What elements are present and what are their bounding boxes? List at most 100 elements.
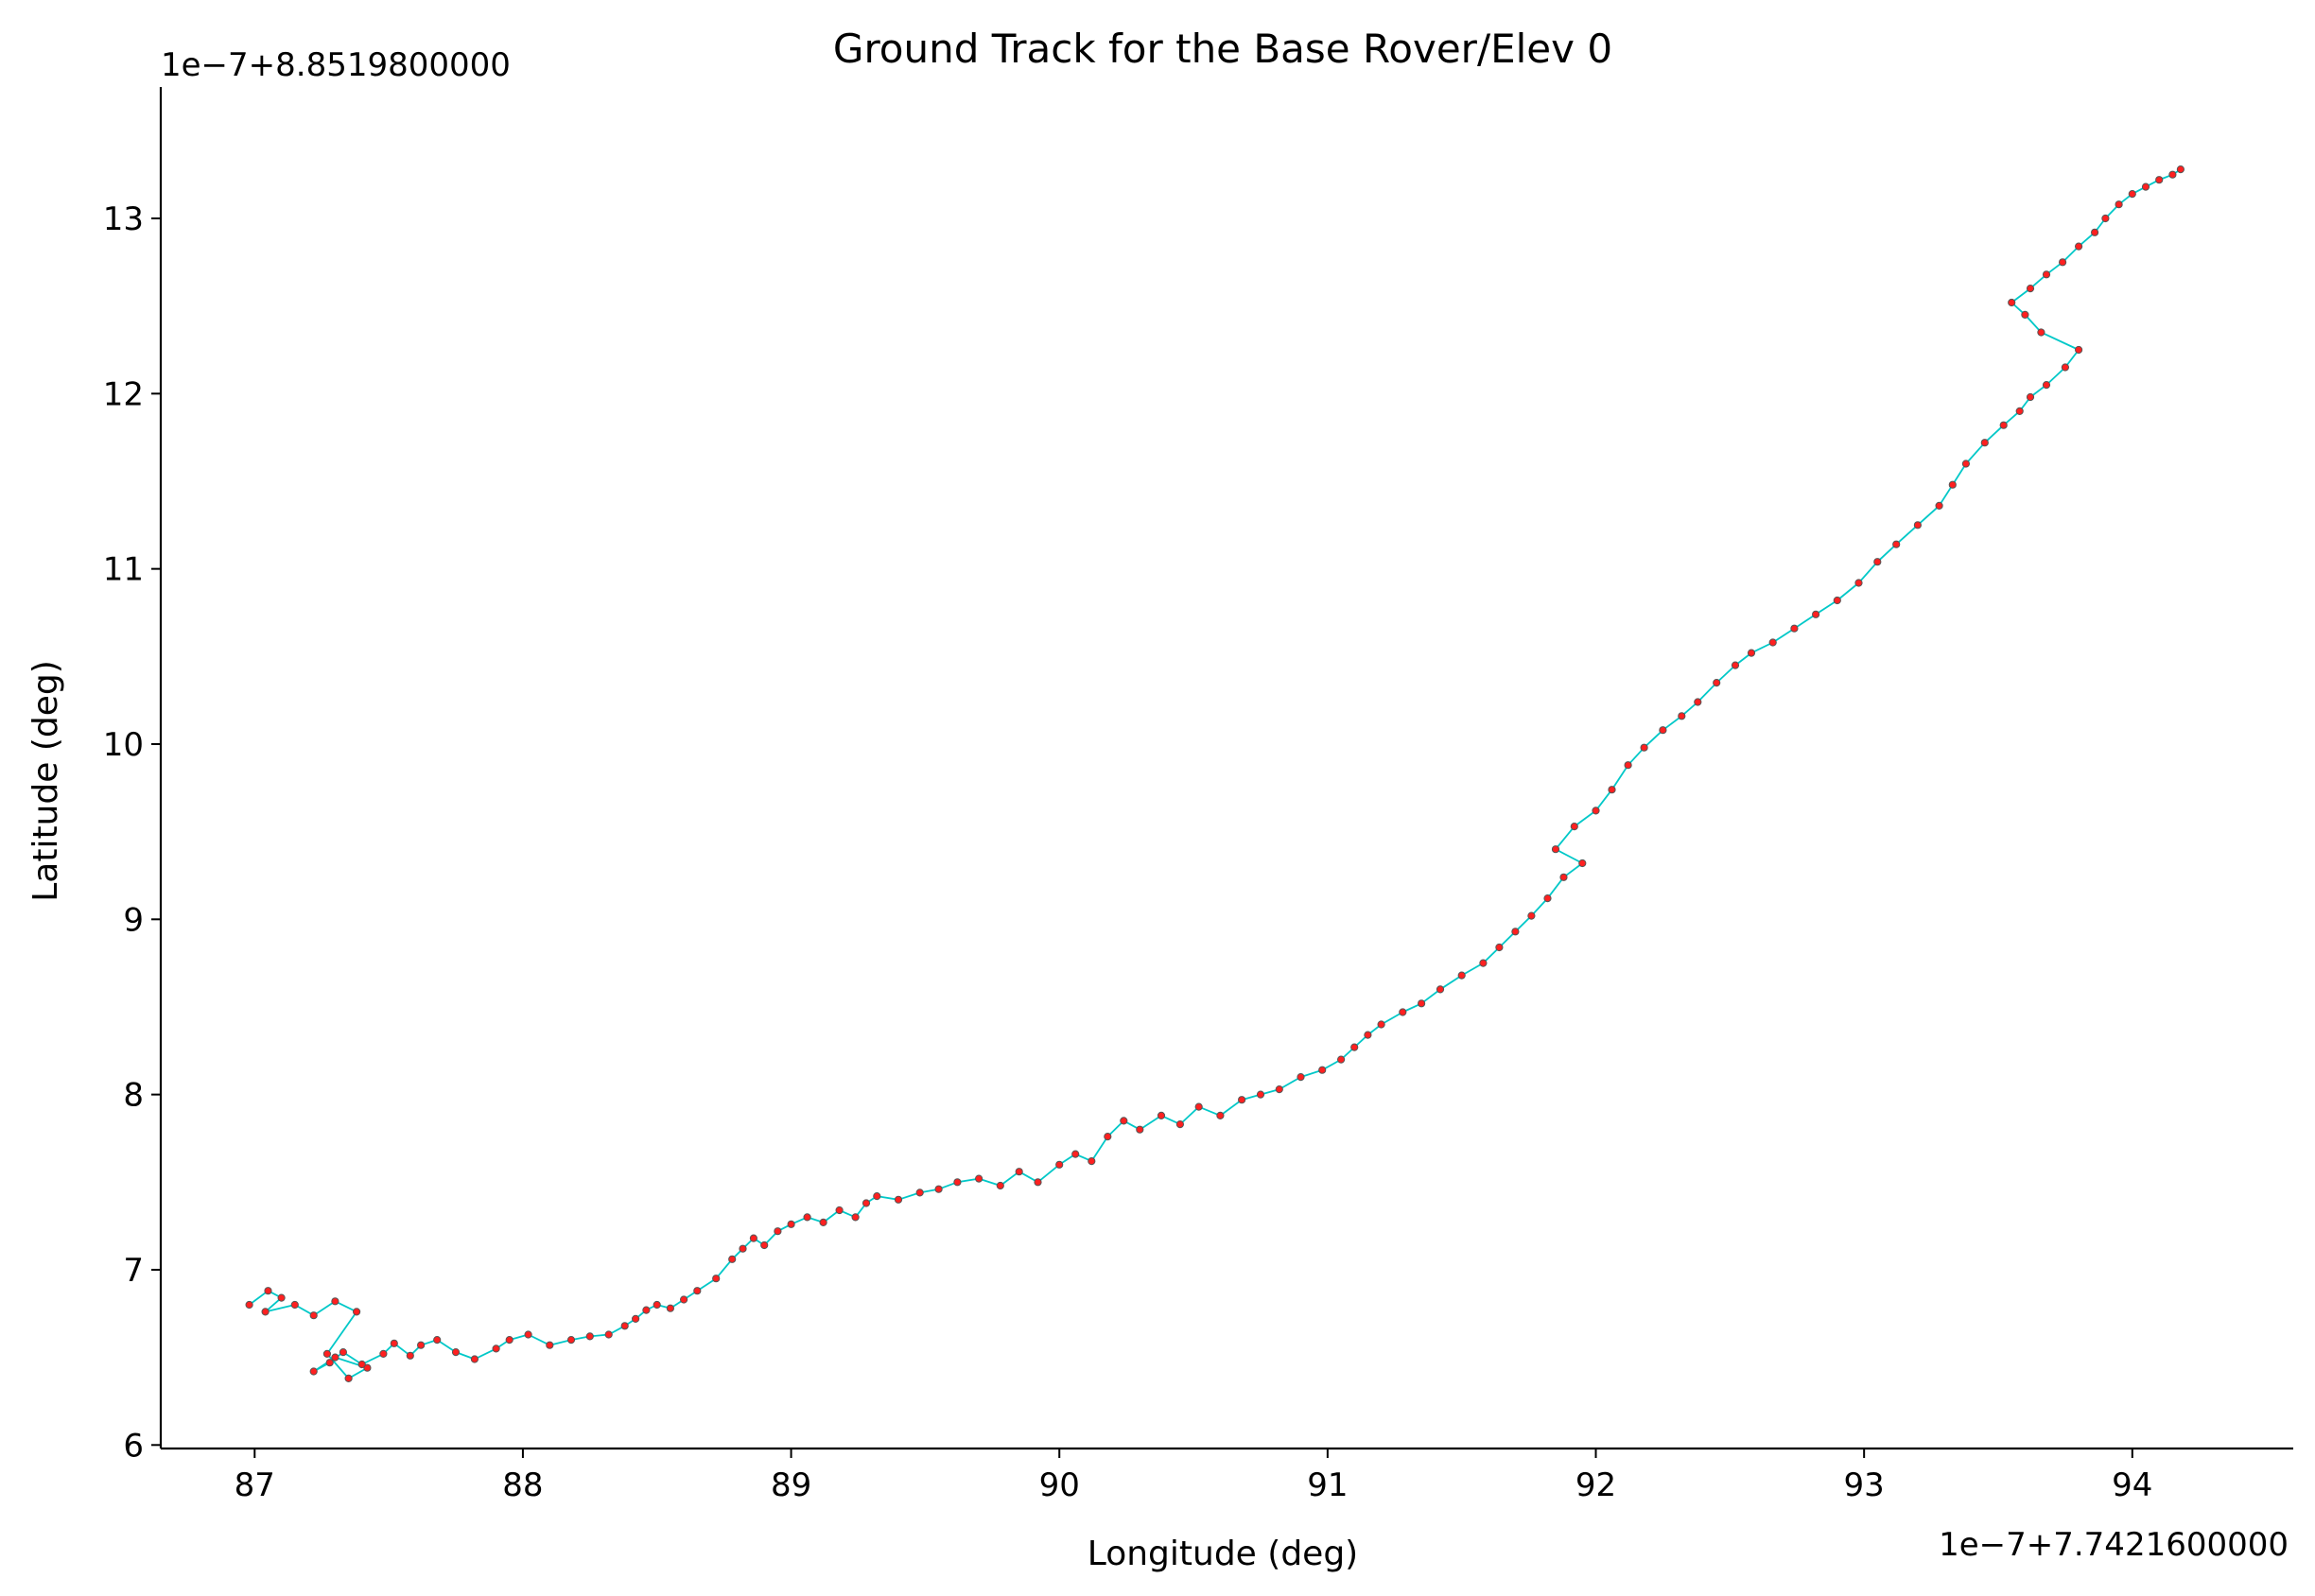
track-point [1678,712,1686,720]
track-point [894,1195,903,1204]
track-point [363,1363,372,1372]
ground-track-points [245,165,2184,1383]
track-point [2101,214,2110,223]
track-point [1640,743,1648,752]
track-point [1238,1096,1246,1104]
track-point [953,1178,962,1187]
track-point [2008,298,2016,307]
track-point [2075,242,2083,251]
track-point [693,1287,702,1295]
track-point [1608,786,1616,794]
track-point [1216,1111,1225,1120]
x-tick-label: 93 [1844,1466,1885,1504]
track-point [1479,959,1488,967]
y-axis-label: Latitude (deg) [26,660,65,902]
track-point [996,1181,1004,1190]
track-point [787,1220,795,1228]
track-point [819,1218,827,1227]
track-point [546,1341,554,1349]
track-point [1157,1111,1166,1120]
track-point [1570,823,1578,831]
track-point [774,1227,782,1236]
track-point [862,1199,871,1207]
track-point [325,1359,334,1367]
x-tick-label: 92 [1575,1466,1616,1504]
track-point [632,1314,640,1324]
track-point [1543,894,1552,903]
y-tick-label: 10 [103,726,144,764]
track-point [339,1348,347,1357]
track-point [1297,1073,1305,1082]
track-point [470,1355,479,1363]
track-point [1495,943,1504,952]
track-point [934,1185,943,1193]
track-point [505,1336,513,1344]
track-point [666,1304,675,1312]
track-point [739,1244,747,1253]
track-point [2176,165,2184,174]
track-point [245,1300,253,1310]
track-point [2168,170,2177,179]
track-point [390,1339,398,1347]
track-point [1731,661,1740,669]
x-tick-label: 87 [235,1466,275,1504]
track-point [851,1213,860,1222]
track-point [2015,407,2024,415]
track-point [433,1336,442,1344]
track-point [1364,1031,1372,1039]
track-point [2075,345,2083,355]
track-point [1892,540,1901,548]
track-point [1034,1178,1042,1187]
track-point [1551,845,1560,854]
track-point [1015,1168,1023,1176]
track-point [1659,726,1667,735]
track-point [2091,228,2099,236]
track-point [1377,1020,1385,1029]
track-point [604,1330,613,1339]
track-point [524,1330,532,1339]
y-tick-label: 11 [103,551,144,589]
track-point [1948,480,1957,489]
track-point [492,1344,500,1353]
chart-title: Ground Track for the Base Rover/Elev 0 [833,26,1612,72]
y-tick-label: 12 [103,375,144,413]
track-point [728,1255,737,1263]
track-point [1578,859,1587,868]
track-point [1790,624,1799,633]
track-point [1624,761,1632,770]
x-tick-label: 89 [771,1466,811,1504]
track-point [277,1293,286,1302]
track-point [873,1192,881,1201]
track-point [1055,1160,1064,1169]
x-tick-label: 88 [502,1466,543,1504]
track-point [1350,1043,1359,1051]
track-point [1275,1085,1283,1094]
track-point [406,1351,414,1360]
track-point [357,1360,366,1369]
y-offset-label: 1e−7+8.8519800000 [161,46,511,84]
track-point [1256,1090,1265,1099]
track-point [2042,381,2051,390]
track-point [2042,270,2051,279]
track-point [760,1240,769,1250]
track-point [264,1287,272,1295]
track-point [1457,971,1466,980]
track-point [585,1332,594,1341]
track-point [1104,1133,1112,1141]
track-point [975,1174,983,1183]
track-point [835,1206,844,1215]
y-tick-label: 13 [103,200,144,238]
y-tick-group: 6 7 8 9 10 11 12 13 [103,200,161,1465]
y-tick-label: 8 [123,1077,144,1115]
track-point [1511,928,1520,936]
track-point [290,1300,299,1310]
track-point [1980,439,1989,447]
track-point [1913,521,1923,529]
x-tick-group: 87 88 89 90 91 92 93 94 [235,1449,2152,1504]
track-point [2141,182,2150,191]
track-point [322,1349,331,1359]
x-offset-label: 1e−7+7.7421600000 [1939,1526,2289,1564]
track-point [1436,985,1445,994]
track-point [803,1213,811,1222]
track-point [2021,310,2029,319]
